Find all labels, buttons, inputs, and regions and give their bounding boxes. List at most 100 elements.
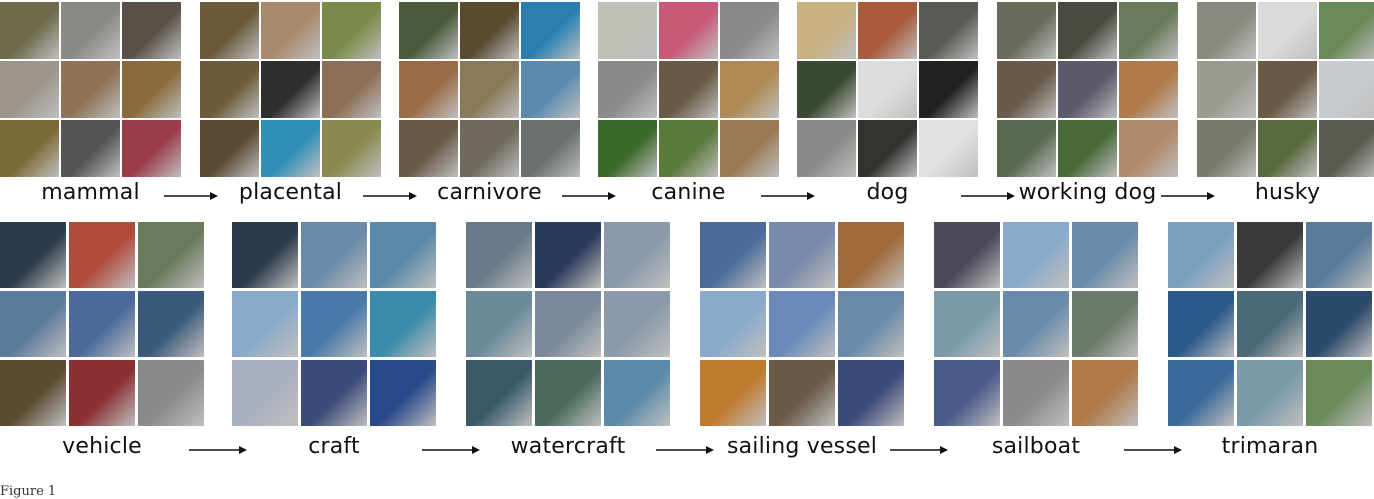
image-thumbnail [1119, 120, 1178, 177]
image-thumbnail [598, 2, 657, 59]
category-label: watercraft [510, 434, 626, 459]
image-thumbnail [232, 222, 298, 288]
image-thumbnail [838, 291, 904, 357]
image-thumbnail [0, 222, 66, 288]
image-thumbnail [1119, 2, 1178, 59]
category-label: craft [308, 434, 360, 459]
image-thumbnail [460, 120, 519, 177]
image-thumbnail [720, 2, 779, 59]
image-thumbnail [521, 61, 580, 118]
image-thumbnail [997, 2, 1056, 59]
image-thumbnail [700, 360, 766, 426]
image-thumbnail [460, 61, 519, 118]
image-thumbnail [659, 120, 718, 177]
image-thumbnail [1168, 360, 1234, 426]
image-thumbnail [838, 222, 904, 288]
image-thumbnail [301, 222, 367, 288]
image-thumbnail [919, 2, 978, 59]
arrow-right-icon [1160, 192, 1215, 200]
image-thumbnail [934, 360, 1000, 426]
arrow-right-icon [1124, 446, 1182, 454]
image-thumbnail [1058, 120, 1117, 177]
image-thumbnail [797, 61, 856, 118]
figure-caption: Figure 1 [0, 484, 57, 499]
image-thumbnail [1168, 222, 1234, 288]
image-thumbnail [138, 291, 204, 357]
category-label: working dog [1018, 180, 1157, 205]
image-thumbnail [301, 360, 367, 426]
image-thumbnail [61, 2, 120, 59]
image-thumbnail [838, 360, 904, 426]
image-thumbnail [700, 291, 766, 357]
image-thumbnail [200, 120, 259, 177]
image-thumbnail [261, 61, 320, 118]
image-thumbnail [122, 61, 181, 118]
image-thumbnail [858, 120, 917, 177]
arrow-right-icon [890, 446, 948, 454]
image-thumbnail [700, 222, 766, 288]
category-label: husky [1254, 180, 1321, 205]
image-thumbnail [598, 61, 657, 118]
image-thumbnail [0, 61, 59, 118]
image-thumbnail [0, 360, 66, 426]
arrow-right-icon [562, 192, 616, 200]
image-thumbnail [69, 360, 135, 426]
image-thumbnail [1237, 291, 1303, 357]
image-thumbnail [997, 120, 1056, 177]
image-thumbnail [1003, 360, 1069, 426]
image-thumbnail [769, 222, 835, 288]
image-thumbnail [200, 61, 259, 118]
category-label: carnivore [437, 180, 542, 205]
image-thumbnail [919, 120, 978, 177]
image-thumbnail [535, 222, 601, 288]
image-thumbnail [1197, 61, 1256, 118]
image-thumbnail [1119, 61, 1178, 118]
image-thumbnail [535, 360, 601, 426]
image-thumbnail [232, 291, 298, 357]
arrow-right-icon [761, 192, 815, 200]
image-thumbnail [1168, 291, 1234, 357]
arrow-right-icon [422, 446, 480, 454]
image-thumbnail [1072, 222, 1138, 288]
image-thumbnail [0, 291, 66, 357]
image-thumbnail [0, 120, 59, 177]
image-thumbnail [0, 2, 59, 59]
image-thumbnail [1319, 120, 1374, 177]
image-thumbnail [69, 222, 135, 288]
image-thumbnail [466, 360, 532, 426]
image-thumbnail [61, 61, 120, 118]
image-thumbnail [322, 2, 381, 59]
category-label: canine [651, 180, 726, 205]
category-label: sailboat [991, 434, 1081, 459]
image-thumbnail [1058, 61, 1117, 118]
arrow-right-icon [189, 446, 247, 454]
image-thumbnail [61, 120, 120, 177]
arrow-right-icon [960, 192, 1015, 200]
image-thumbnail [1003, 222, 1069, 288]
image-thumbnail [122, 120, 181, 177]
category-label: dog [866, 180, 909, 205]
image-thumbnail [1258, 2, 1317, 59]
image-thumbnail [322, 120, 381, 177]
image-thumbnail [934, 291, 1000, 357]
image-thumbnail [261, 2, 320, 59]
image-thumbnail [1058, 2, 1117, 59]
image-thumbnail [659, 61, 718, 118]
image-thumbnail [466, 291, 532, 357]
image-thumbnail [261, 120, 320, 177]
image-thumbnail [934, 222, 1000, 288]
image-thumbnail [1306, 360, 1372, 426]
image-thumbnail [769, 291, 835, 357]
image-thumbnail [1072, 291, 1138, 357]
image-thumbnail [521, 120, 580, 177]
image-thumbnail [301, 291, 367, 357]
arrow-right-icon [163, 192, 218, 200]
category-label: sailing vessel [726, 434, 878, 459]
image-thumbnail [1237, 360, 1303, 426]
image-thumbnail [200, 2, 259, 59]
image-thumbnail [797, 120, 856, 177]
image-thumbnail [521, 2, 580, 59]
category-label: mammal [41, 180, 140, 205]
image-thumbnail [138, 222, 204, 288]
image-thumbnail [604, 291, 670, 357]
